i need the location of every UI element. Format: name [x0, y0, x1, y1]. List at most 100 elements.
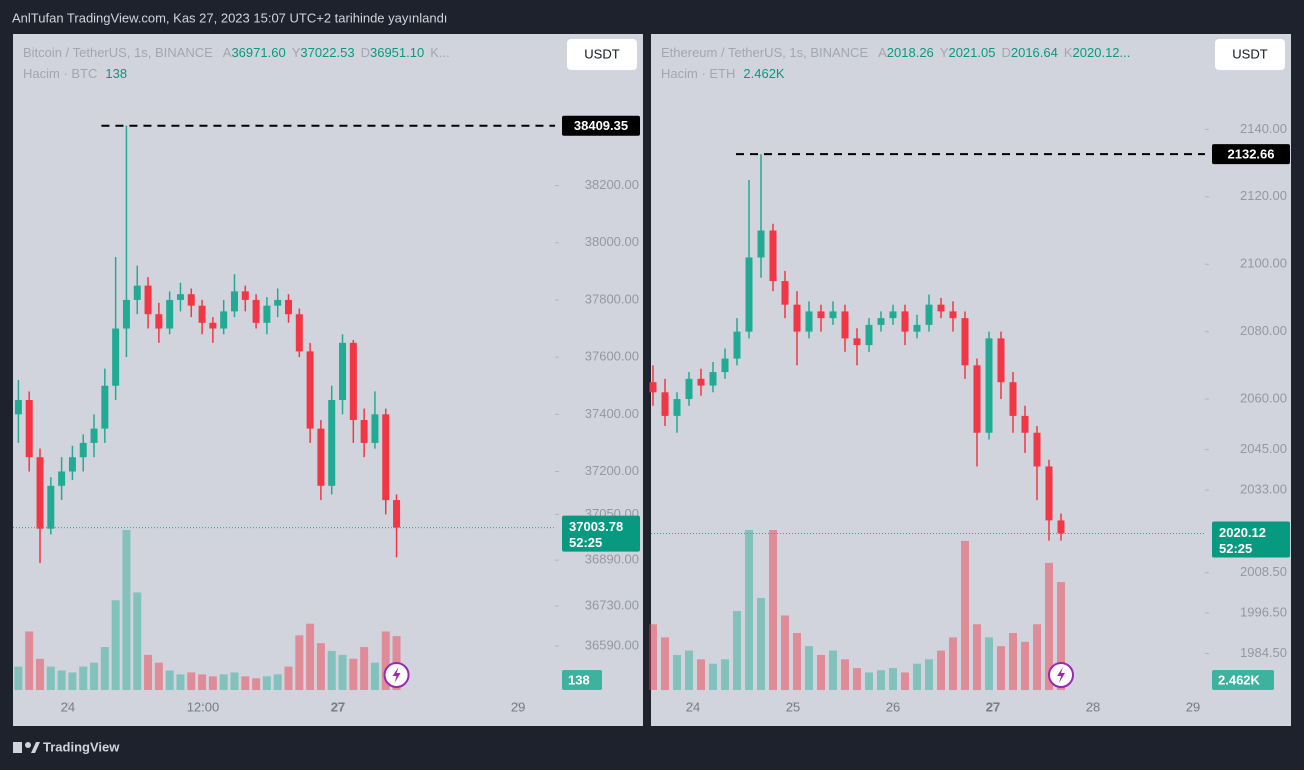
volume-bar	[327, 650, 336, 690]
volume-bar	[46, 666, 55, 690]
candle-body	[961, 318, 969, 366]
chart-panel: 1984.50 1996.50 2008.50 2033.00 2045.00 2060.…	[649, 34, 1291, 726]
y-tick-label: 37600.00	[585, 349, 639, 364]
volume-legend-value: 2.462K	[743, 66, 785, 81]
legend-symbol: Ethereum / TetherUS, 1s, BINANCE	[661, 45, 868, 60]
volume-bar	[122, 530, 131, 690]
candle-body	[733, 331, 741, 359]
candle-body	[901, 311, 909, 332]
candle-body	[349, 342, 357, 421]
volume-bar	[697, 659, 705, 690]
candle-body	[328, 400, 336, 486]
legend-key: A	[878, 45, 887, 60]
candle-body	[393, 500, 401, 528]
legend-more: K...	[430, 45, 450, 60]
candle-body	[649, 382, 657, 393]
y-tick-label: 36730.00	[585, 597, 639, 612]
currency-button[interactable]	[567, 39, 637, 70]
volume-bar	[865, 672, 873, 690]
volume-bar	[1009, 633, 1017, 690]
legend-value: 2020.12...	[1073, 45, 1131, 60]
candle-body	[230, 291, 238, 312]
volume-bar	[381, 631, 390, 690]
publish-title: AnlTufan TradingView.com, Kas 27, 2023 1…	[12, 10, 447, 25]
volume-bar	[262, 676, 271, 690]
currency-button-label[interactable]: USDT	[584, 46, 619, 61]
legend-key: D	[1001, 45, 1010, 60]
y-tick-label: 36590.00	[585, 637, 639, 652]
volume-bar	[1021, 641, 1029, 690]
volume-bar	[673, 654, 681, 690]
candle-body	[155, 314, 163, 329]
footer-brand: TradingView	[43, 739, 120, 754]
candle-body	[317, 428, 325, 486]
candle-body	[853, 338, 861, 346]
candle-body	[209, 322, 217, 329]
volume-bar	[685, 650, 693, 690]
candle-body	[252, 299, 260, 323]
legend-value: 2021.05	[948, 45, 995, 60]
last-price-box	[562, 515, 640, 552]
max-price-label: 2132.66	[1228, 147, 1275, 162]
y-tick-label: 2100.00	[1240, 256, 1287, 271]
candle-body	[144, 285, 152, 315]
volume-bar	[187, 672, 196, 690]
volume-bar	[316, 643, 325, 690]
volume-bar	[295, 635, 304, 690]
y-tick-label: 36890.00	[585, 552, 639, 567]
volume-bar	[841, 659, 849, 690]
countdown: 52:25	[569, 535, 602, 550]
panel-background	[13, 34, 643, 726]
volume-bar	[90, 662, 99, 690]
candle-body	[241, 291, 249, 300]
candle-body	[949, 311, 957, 319]
volume-bar	[709, 663, 717, 690]
volume-bar	[241, 676, 250, 690]
candle-body	[937, 304, 945, 312]
candle-body	[889, 311, 897, 319]
countdown: 52:25	[1219, 541, 1252, 556]
volume-bar	[284, 666, 293, 690]
volume-legend-value: 138	[105, 66, 127, 81]
volume-bar	[14, 666, 23, 690]
max-price-label: 38409.35	[574, 118, 628, 133]
volume-bar	[733, 611, 741, 690]
volume-bar	[817, 654, 825, 690]
volume-bar	[889, 668, 897, 690]
volume-legend-title: Hacim · BTC	[23, 66, 97, 81]
volume-bar	[230, 672, 239, 690]
volume-bar	[68, 672, 77, 690]
volume-bar	[144, 654, 153, 690]
candle-body	[90, 428, 98, 443]
volume-legend: Hacim · BTC 138	[23, 66, 127, 81]
volume-bar	[853, 668, 861, 690]
candle-body	[1033, 432, 1041, 467]
candle-body	[793, 304, 801, 332]
x-tick-label: 28	[1086, 699, 1100, 714]
y-tick-label: 38200.00	[585, 177, 639, 192]
candle-body	[1045, 466, 1053, 521]
candle-body	[757, 230, 765, 258]
y-tick-label: 2008.50	[1240, 564, 1287, 579]
candle-body	[985, 338, 993, 433]
candle-body	[339, 342, 347, 401]
candle-body	[745, 257, 753, 332]
volume-bar	[370, 662, 379, 690]
volume-bar	[985, 637, 993, 690]
y-tick-label: 37400.00	[585, 406, 639, 421]
volume-label: 2.462K	[1218, 672, 1261, 687]
last-price-label: 2020.12	[1219, 525, 1266, 540]
volume-bar	[649, 624, 657, 690]
candle-body	[697, 378, 705, 386]
candle-body	[122, 299, 130, 329]
candle-body	[306, 351, 314, 429]
volume-bar	[273, 674, 282, 690]
candle-body	[841, 311, 849, 339]
y-tick-label: 37200.00	[585, 463, 639, 478]
candle-body	[769, 230, 777, 282]
panel-background	[651, 34, 1291, 726]
volume-bar	[133, 592, 142, 690]
currency-button-label[interactable]: USDT	[1232, 46, 1267, 61]
currency-button[interactable]	[1215, 39, 1285, 70]
